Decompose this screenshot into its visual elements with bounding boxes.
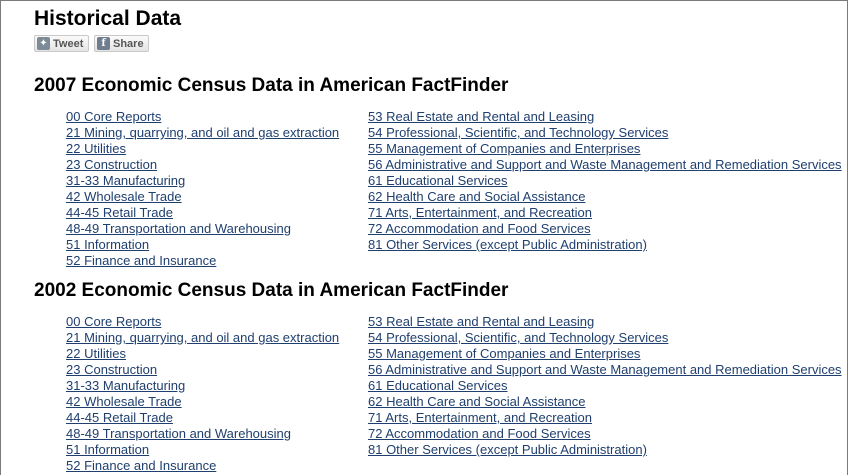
list-item: 52 Finance and Insurance [66,458,339,474]
list-item: 72 Accommodation and Food Services [368,426,842,442]
link-list-2002-left: 00 Core Reports 21 Mining, quarrying, an… [66,314,339,474]
link-list-2002-right: 53 Real Estate and Rental and Leasing 54… [368,314,842,458]
tweet-button-label: Tweet [53,37,84,50]
list-item: 81 Other Services (except Public Adminis… [368,237,842,253]
list-item: 62 Health Care and Social Assistance [368,394,842,410]
link-2002-educational[interactable]: 61 Educational Services [368,378,508,393]
link-2002-utilities[interactable]: 22 Utilities [66,346,126,361]
list-item: 61 Educational Services [368,173,842,189]
list-item: 51 Information [66,442,339,458]
facebook-f-icon: f [97,37,110,50]
link-2002-administrative[interactable]: 56 Administrative and Support and Waste … [368,362,842,377]
link-2002-finance[interactable]: 52 Finance and Insurance [66,458,217,473]
list-item: 21 Mining, quarrying, and oil and gas ex… [66,125,339,141]
list-item: 21 Mining, quarrying, and oil and gas ex… [66,330,339,346]
list-item: 55 Management of Companies and Enterpris… [368,346,842,362]
list-item: 48-49 Transportation and Warehousing [66,221,339,237]
link-2002-real-estate[interactable]: 53 Real Estate and Rental and Leasing [368,314,595,329]
list-item: 00 Core Reports [66,109,339,125]
link-2007-real-estate[interactable]: 53 Real Estate and Rental and Leasing [368,109,595,124]
link-2007-mining[interactable]: 21 Mining, quarrying, and oil and gas ex… [66,125,340,140]
link-2002-accommodation[interactable]: 72 Accommodation and Food Services [368,426,591,441]
link-2007-accommodation[interactable]: 72 Accommodation and Food Services [368,221,591,236]
share-button-label: Share [113,37,144,50]
list-item: 42 Wholesale Trade [66,394,339,410]
link-2002-other-services[interactable]: 81 Other Services (except Public Adminis… [368,442,647,457]
social-share-bar: ✦ Tweet f Share [34,35,149,52]
link-2007-management[interactable]: 55 Management of Companies and Enterpris… [368,141,641,156]
link-2007-construction[interactable]: 23 Construction [66,157,158,172]
list-item: 31-33 Manufacturing [66,173,339,189]
list-item: 51 Information [66,237,339,253]
list-item: 71 Arts, Entertainment, and Recreation [368,205,842,221]
section-title-2002: 2002 Economic Census Data in American Fa… [34,280,509,301]
link-2002-wholesale-trade[interactable]: 42 Wholesale Trade [66,394,182,409]
list-item: 23 Construction [66,362,339,378]
list-item: 53 Real Estate and Rental and Leasing [368,314,842,330]
link-list-2007-right: 53 Real Estate and Rental and Leasing 54… [368,109,842,253]
page-title: Historical Data [34,7,182,30]
link-2002-mining[interactable]: 21 Mining, quarrying, and oil and gas ex… [66,330,340,345]
list-item: 56 Administrative and Support and Waste … [368,157,842,173]
link-2007-wholesale-trade[interactable]: 42 Wholesale Trade [66,189,182,204]
link-2002-information[interactable]: 51 Information [66,442,150,457]
link-2002-core-reports[interactable]: 00 Core Reports [66,314,162,329]
list-item: 62 Health Care and Social Assistance [368,189,842,205]
twitter-bird-icon: ✦ [37,37,50,50]
link-2007-other-services[interactable]: 81 Other Services (except Public Adminis… [368,237,647,252]
link-2007-manufacturing[interactable]: 31-33 Manufacturing [66,173,186,188]
list-item: 55 Management of Companies and Enterpris… [368,141,842,157]
list-item: 53 Real Estate and Rental and Leasing [368,109,842,125]
link-2007-utilities[interactable]: 22 Utilities [66,141,126,156]
list-item: 54 Professional, Scientific, and Technol… [368,125,842,141]
link-list-2007-left: 00 Core Reports 21 Mining, quarrying, an… [66,109,339,269]
link-2007-arts[interactable]: 71 Arts, Entertainment, and Recreation [368,205,593,220]
list-item: 44-45 Retail Trade [66,205,339,221]
list-item: 56 Administrative and Support and Waste … [368,362,842,378]
link-2002-retail-trade[interactable]: 44-45 Retail Trade [66,410,173,425]
list-item: 22 Utilities [66,346,339,362]
tweet-button[interactable]: ✦ Tweet [34,35,89,52]
list-item: 31-33 Manufacturing [66,378,339,394]
link-2002-construction[interactable]: 23 Construction [66,362,158,377]
link-2007-professional[interactable]: 54 Professional, Scientific, and Technol… [368,125,669,140]
list-item: 22 Utilities [66,141,339,157]
link-2007-retail-trade[interactable]: 44-45 Retail Trade [66,205,173,220]
link-2002-arts[interactable]: 71 Arts, Entertainment, and Recreation [368,410,593,425]
list-item: 23 Construction [66,157,339,173]
link-2007-information[interactable]: 51 Information [66,237,150,252]
list-item: 72 Accommodation and Food Services [368,221,842,237]
link-2007-transportation[interactable]: 48-49 Transportation and Warehousing [66,221,291,236]
list-item: 48-49 Transportation and Warehousing [66,426,339,442]
list-item: 71 Arts, Entertainment, and Recreation [368,410,842,426]
link-2007-educational[interactable]: 61 Educational Services [368,173,508,188]
list-item: 54 Professional, Scientific, and Technol… [368,330,842,346]
list-item: 81 Other Services (except Public Adminis… [368,442,842,458]
link-2002-manufacturing[interactable]: 31-33 Manufacturing [66,378,186,393]
section-title-2007: 2007 Economic Census Data in American Fa… [34,75,509,96]
link-2002-professional[interactable]: 54 Professional, Scientific, and Technol… [368,330,669,345]
list-item: 00 Core Reports [66,314,339,330]
list-item: 42 Wholesale Trade [66,189,339,205]
link-2007-administrative[interactable]: 56 Administrative and Support and Waste … [368,157,842,172]
link-2007-finance[interactable]: 52 Finance and Insurance [66,253,217,268]
share-button[interactable]: f Share [94,35,149,52]
list-item: 52 Finance and Insurance [66,253,339,269]
link-2002-health-care[interactable]: 62 Health Care and Social Assistance [368,394,586,409]
list-item: 44-45 Retail Trade [66,410,339,426]
link-2002-management[interactable]: 55 Management of Companies and Enterpris… [368,346,641,361]
list-item: 61 Educational Services [368,378,842,394]
link-2002-transportation[interactable]: 48-49 Transportation and Warehousing [66,426,291,441]
link-2007-health-care[interactable]: 62 Health Care and Social Assistance [368,189,586,204]
link-2007-core-reports[interactable]: 00 Core Reports [66,109,162,124]
